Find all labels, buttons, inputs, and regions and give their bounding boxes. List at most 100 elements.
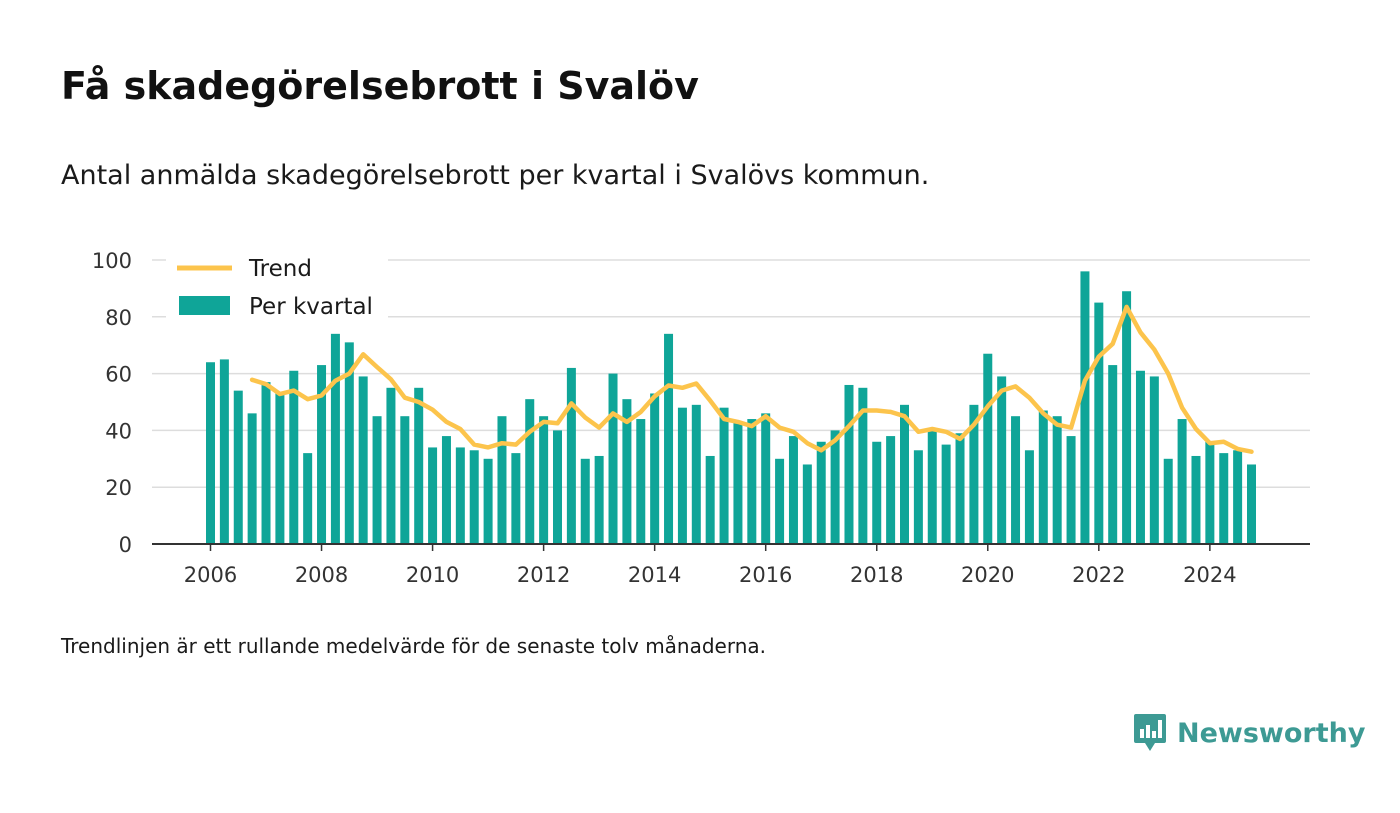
x-tick-label: 2022	[1072, 563, 1125, 587]
bar	[455, 447, 465, 544]
bar	[955, 433, 965, 544]
bar	[1122, 291, 1132, 544]
bar	[650, 393, 660, 544]
brand-logo: Newsworthy	[1133, 712, 1365, 754]
bar	[372, 416, 382, 544]
bar	[927, 430, 937, 544]
bar	[594, 455, 604, 544]
bar	[622, 399, 632, 544]
y-tick-label: 0	[119, 533, 132, 557]
bar	[386, 387, 396, 544]
bar	[608, 373, 618, 544]
bar	[261, 382, 271, 544]
bar	[816, 441, 826, 544]
bar	[1233, 450, 1243, 544]
x-tick-label: 2020	[961, 563, 1014, 587]
y-tick-label: 80	[105, 306, 132, 330]
bar	[289, 370, 299, 544]
bar	[719, 407, 729, 544]
bar	[469, 450, 479, 544]
bar	[1011, 416, 1021, 544]
bar	[344, 342, 354, 544]
x-tick-label: 2012	[517, 563, 570, 587]
x-tick-label: 2010	[406, 563, 459, 587]
footnote: Trendlinjen är ett rullande medelvärde f…	[61, 634, 767, 658]
bar	[733, 421, 743, 544]
bar	[441, 436, 451, 544]
y-tick-label: 40	[105, 419, 132, 443]
bar	[1149, 376, 1159, 544]
y-tick-label: 20	[105, 476, 132, 500]
bar	[886, 436, 896, 544]
bar	[844, 384, 854, 544]
bar	[802, 464, 812, 544]
bar	[1108, 365, 1118, 544]
bar	[233, 390, 243, 544]
x-tick-label: 2014	[628, 563, 681, 587]
x-tick-label: 2006	[184, 563, 237, 587]
brand-name: Newsworthy	[1177, 717, 1366, 749]
bar	[566, 367, 576, 544]
bar	[747, 419, 757, 544]
bar	[1024, 450, 1034, 544]
bar	[636, 419, 646, 544]
bar	[358, 376, 368, 544]
bar	[983, 353, 993, 544]
bar	[580, 458, 590, 544]
bar	[206, 362, 215, 544]
bar	[691, 404, 701, 544]
bar	[1094, 302, 1104, 544]
bar	[997, 376, 1007, 544]
bar	[275, 393, 285, 544]
trend-line	[249, 304, 1254, 454]
chart-subtitle: Antal anmälda skadegörelsebrott per kvar…	[61, 160, 930, 191]
bar	[1052, 416, 1062, 544]
bar	[1247, 464, 1256, 544]
bar	[1135, 370, 1145, 544]
bar	[525, 399, 535, 544]
bar	[497, 416, 507, 544]
bar	[219, 359, 229, 544]
bar	[941, 444, 951, 544]
bar	[330, 333, 340, 544]
axes: 0 20 40 60 80 100 2006 2008 2010 2012 2014 2016 2018…	[92, 249, 1310, 587]
bar	[1177, 419, 1187, 544]
bar	[1066, 436, 1076, 544]
bar	[830, 430, 840, 544]
bar	[483, 458, 493, 544]
legend-bars-label: Per kvartal	[249, 294, 373, 320]
legend: Trend Per kvartal	[166, 252, 388, 324]
bar	[677, 407, 687, 544]
bar	[913, 450, 923, 544]
x-tick-label: 2024	[1183, 563, 1236, 587]
bar	[553, 430, 562, 544]
bar	[1219, 453, 1229, 544]
y-tick-label: 100	[92, 249, 132, 273]
bar	[414, 387, 424, 544]
y-tick-label: 60	[105, 363, 132, 387]
trend-line-group	[249, 304, 1254, 454]
bar	[1163, 458, 1173, 544]
bar	[247, 413, 257, 544]
bar	[969, 404, 979, 544]
x-tick-label: 2018	[850, 563, 903, 587]
bar	[858, 387, 868, 544]
bar	[400, 416, 410, 544]
bar	[428, 447, 438, 544]
bar	[317, 365, 327, 544]
bar	[664, 333, 674, 544]
bar	[761, 413, 771, 544]
legend-trend-label: Trend	[248, 256, 312, 282]
bar	[303, 453, 313, 544]
newsworthy-logo-icon	[1134, 714, 1166, 751]
x-tick-label: 2008	[295, 563, 348, 587]
bar	[511, 453, 521, 544]
bar	[788, 436, 798, 544]
x-tick-label: 2016	[739, 563, 792, 587]
bar	[1038, 410, 1048, 544]
bar	[900, 404, 909, 544]
bar	[1080, 271, 1090, 544]
bar	[1205, 441, 1215, 544]
bar	[705, 455, 715, 544]
